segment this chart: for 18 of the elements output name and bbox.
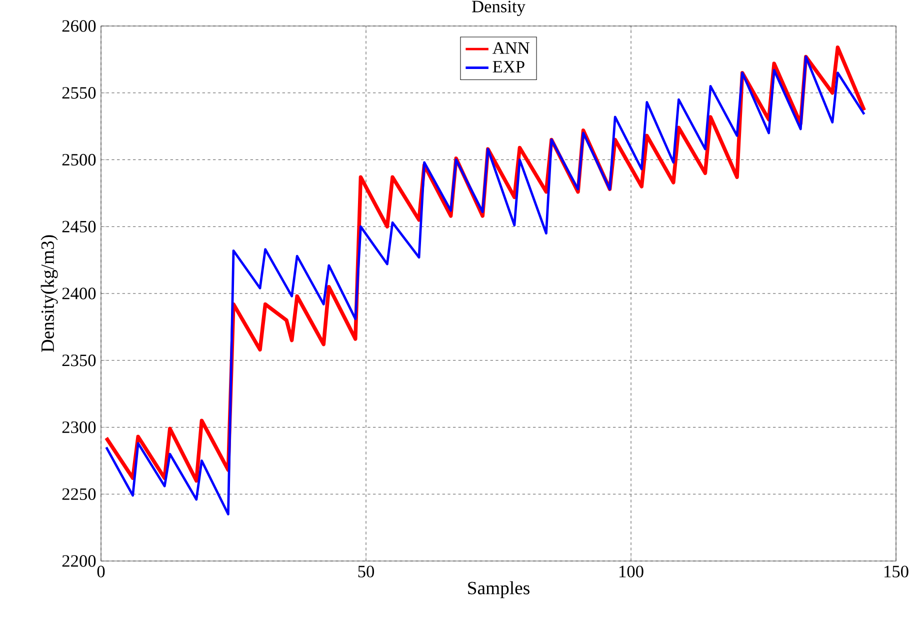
y-tick-label: 2500 xyxy=(62,154,96,166)
y-tick-label: 2300 xyxy=(62,421,96,434)
y-tick-label: 2600 xyxy=(62,20,96,32)
x-tick-label: 50 xyxy=(358,566,374,578)
x-axis-title: Samples xyxy=(468,581,530,598)
y-tick-label: 2550 xyxy=(62,87,96,99)
x-tick-label: 150 xyxy=(884,566,908,578)
legend-label: EXP xyxy=(492,61,524,72)
chart-title: Density xyxy=(472,0,526,16)
y-axis-title: Density(kg/m3) xyxy=(40,235,58,352)
y-tick-label: 2450 xyxy=(62,220,96,232)
x-tick-label: 0 xyxy=(97,566,105,578)
x-tick-label: 100 xyxy=(620,566,644,578)
y-tick-label: 2400 xyxy=(62,288,96,300)
legend-label: ANN xyxy=(492,42,530,54)
y-tick-label: 2200 xyxy=(62,555,96,567)
y-tick-label: 2350 xyxy=(62,354,96,366)
y-tick-label: 2250 xyxy=(62,488,96,500)
